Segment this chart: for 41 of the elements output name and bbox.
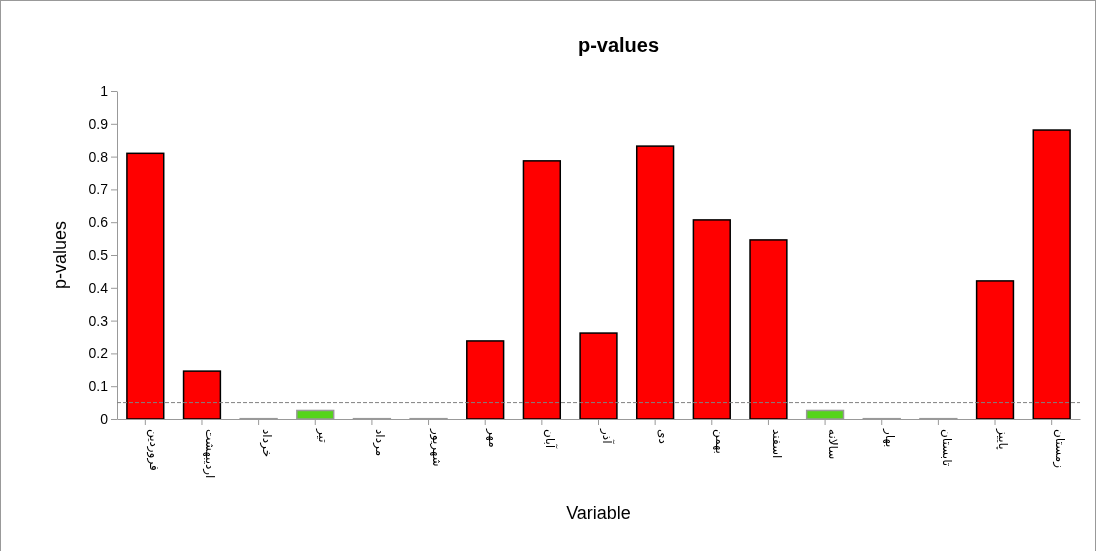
bar <box>522 160 562 420</box>
x-axis-title: Variable <box>566 503 631 523</box>
y-tick-label: 0.2 <box>88 345 109 362</box>
x-tick-label: خرداد <box>258 429 274 458</box>
x-tick-label: زمستان <box>1051 429 1067 469</box>
y-tick-label: 0.7 <box>88 181 109 198</box>
x-tick-label: آذر <box>598 428 615 445</box>
x-tick-label: اردیبهشت <box>202 429 218 479</box>
bar <box>692 219 731 420</box>
bar <box>466 340 505 420</box>
x-tick-label: مرداد <box>372 429 388 457</box>
x-tick-label: بهمن <box>711 429 727 454</box>
x-tick-label: اسفند <box>769 429 784 459</box>
x-tick-label: شهریور <box>428 428 444 467</box>
x-tick-label: پاییز <box>995 428 1011 450</box>
bar <box>975 280 1015 420</box>
bar <box>182 370 222 420</box>
y-tick-label: 0 <box>100 410 109 427</box>
y-axis-title: p-values <box>50 220 70 290</box>
y-tick-label: 0.6 <box>88 214 109 231</box>
x-tick-label: تابستان <box>939 429 954 467</box>
x-tick-label: تیر <box>315 428 331 443</box>
bar <box>126 152 165 420</box>
y-tick-label: 0.1 <box>88 378 109 395</box>
x-tick-label: فروردین <box>145 429 161 471</box>
bar <box>579 332 618 420</box>
bar <box>635 145 675 420</box>
x-tick-label: دی <box>656 429 671 444</box>
y-tick-label: 0.8 <box>88 148 109 165</box>
bar <box>1032 129 1071 420</box>
x-tick-label: آبان <box>543 429 559 449</box>
x-tick-label: مهر <box>485 428 501 448</box>
y-tick-label: 1 <box>100 82 109 99</box>
x-tick-label: بهار <box>881 428 897 448</box>
chart-title: p-values <box>577 34 660 56</box>
y-tick-label: 0.4 <box>88 279 109 296</box>
y-tick-label: 0.3 <box>88 312 109 329</box>
y-tick-label: 0.9 <box>88 115 109 132</box>
y-tick-label: 0.5 <box>88 246 109 263</box>
bar <box>749 239 788 420</box>
x-tick-label: سالانه <box>826 429 841 460</box>
